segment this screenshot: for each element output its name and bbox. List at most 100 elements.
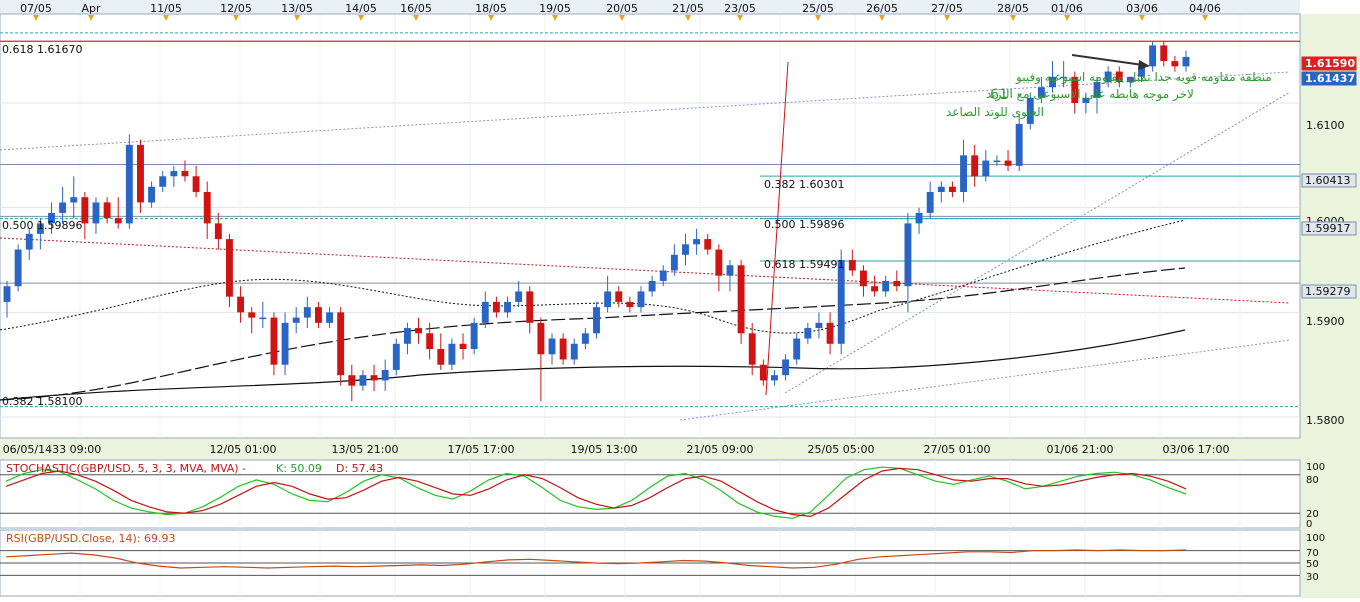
candle — [203, 181, 211, 240]
candle — [381, 359, 389, 391]
candle-body — [1149, 45, 1157, 67]
price-tag-bg-level1 — [1301, 173, 1357, 188]
stochastic-title: STOCHASTIC(GBP/USD, 5, 3, 3, MVA, MVA) - — [6, 462, 246, 475]
candle-body — [893, 280, 901, 287]
candle — [737, 260, 745, 344]
stoch-scale-20: 20 — [1306, 509, 1319, 520]
candle — [314, 301, 322, 329]
price-tag-current: 1.61437 — [1305, 72, 1355, 85]
candle-body — [214, 223, 222, 240]
top-axis-marker — [552, 15, 558, 21]
top-axis-marker — [294, 15, 300, 21]
candle-body — [1126, 76, 1134, 83]
top-axis-label: 11/05 — [150, 2, 182, 15]
candle — [726, 260, 734, 292]
candle — [859, 265, 867, 297]
candle-body — [314, 307, 322, 323]
fib-label-0618-right: 0.618 1.59491 — [764, 258, 844, 271]
candle-body — [1082, 97, 1090, 103]
top-axis-label: 21/05 — [672, 2, 704, 15]
top-axis-marker — [1202, 15, 1208, 21]
top-axis-label: 03/06 — [1126, 2, 1158, 15]
stochastic-d-label: D: 57.43 — [336, 462, 383, 475]
candle-body — [615, 291, 623, 302]
candle-body — [993, 160, 1001, 163]
price-tag-bg-level2 — [1301, 221, 1357, 236]
candle — [1160, 41, 1168, 67]
candle-body — [1004, 160, 1012, 166]
candle — [971, 144, 979, 187]
top-axis-marker — [737, 15, 743, 21]
top-axis-marker — [1139, 15, 1145, 21]
candle — [960, 139, 967, 203]
candle — [1126, 76, 1134, 88]
candle-body — [926, 191, 934, 213]
candle-body — [1026, 97, 1034, 124]
fib-label-0382-right: 0.382 1.60301 — [764, 178, 844, 191]
candle-body — [59, 202, 67, 213]
top-axis-label: 07/05 — [20, 2, 52, 15]
candle-body — [226, 239, 233, 297]
price-tag-resistance: 1.61590 — [1305, 57, 1355, 70]
candle-body — [515, 291, 523, 302]
red-dotted-trend-line — [0, 237, 1291, 304]
candle — [570, 338, 578, 365]
stochastic-k-line — [5, 466, 1187, 519]
candle-body — [92, 202, 100, 224]
candle-body — [815, 322, 823, 329]
candle-body — [960, 155, 967, 192]
candle — [14, 244, 22, 292]
candle-body — [570, 343, 578, 360]
candle — [259, 301, 267, 329]
candle-body — [292, 317, 300, 323]
top-axis-label: 16/05 — [400, 2, 432, 15]
candle — [1037, 76, 1045, 103]
candle-body — [848, 260, 856, 271]
candle — [1026, 92, 1034, 130]
stochastic-lines — [0, 466, 1300, 519]
overlay-lines — [0, 32, 1300, 421]
candle-body — [971, 155, 979, 177]
candle-body — [782, 359, 790, 376]
candle-body — [1182, 56, 1190, 67]
candle-body — [437, 349, 445, 365]
rsi-line — [0, 549, 1300, 576]
candle-body — [915, 212, 923, 224]
candle-body — [804, 328, 812, 339]
candle-body — [248, 312, 256, 318]
candle — [748, 322, 756, 376]
candle — [1182, 50, 1190, 72]
candle — [993, 155, 1001, 166]
stoch-scale-80: 80 — [1306, 475, 1319, 486]
candle — [804, 322, 812, 344]
candle — [226, 233, 233, 308]
stochastic-k-label: K: 50.09 — [276, 462, 322, 475]
candle-body — [70, 197, 78, 203]
top-axis-bar — [0, 0, 1300, 14]
candle — [437, 333, 445, 370]
candle — [1104, 66, 1112, 88]
price-tag-level2: 1.59917 — [1305, 222, 1351, 235]
fib-label-0500-right: 0.500 1.59896 — [764, 218, 844, 231]
top-axis-marker — [815, 15, 821, 21]
candle — [192, 165, 200, 198]
price-tag-bg-current — [1301, 71, 1357, 86]
candle — [125, 134, 133, 229]
candle — [459, 333, 467, 360]
top-axis-marker — [413, 15, 419, 21]
arrow-shaft — [1071, 54, 1144, 66]
candle — [559, 333, 567, 365]
candle-body — [759, 364, 767, 381]
candle-body — [837, 260, 845, 344]
candle — [337, 307, 345, 386]
x-axis-label: 13/05 21:00 — [332, 443, 399, 456]
candle-body — [392, 343, 400, 370]
candle-body — [1160, 45, 1168, 62]
candle-body — [159, 176, 167, 187]
arrow-annotation — [1071, 54, 1150, 70]
candle — [1060, 61, 1068, 88]
price-tick-15900: 1.5900 — [1306, 315, 1345, 328]
candle — [826, 312, 834, 355]
candle-body — [203, 191, 211, 224]
candle — [181, 160, 189, 182]
